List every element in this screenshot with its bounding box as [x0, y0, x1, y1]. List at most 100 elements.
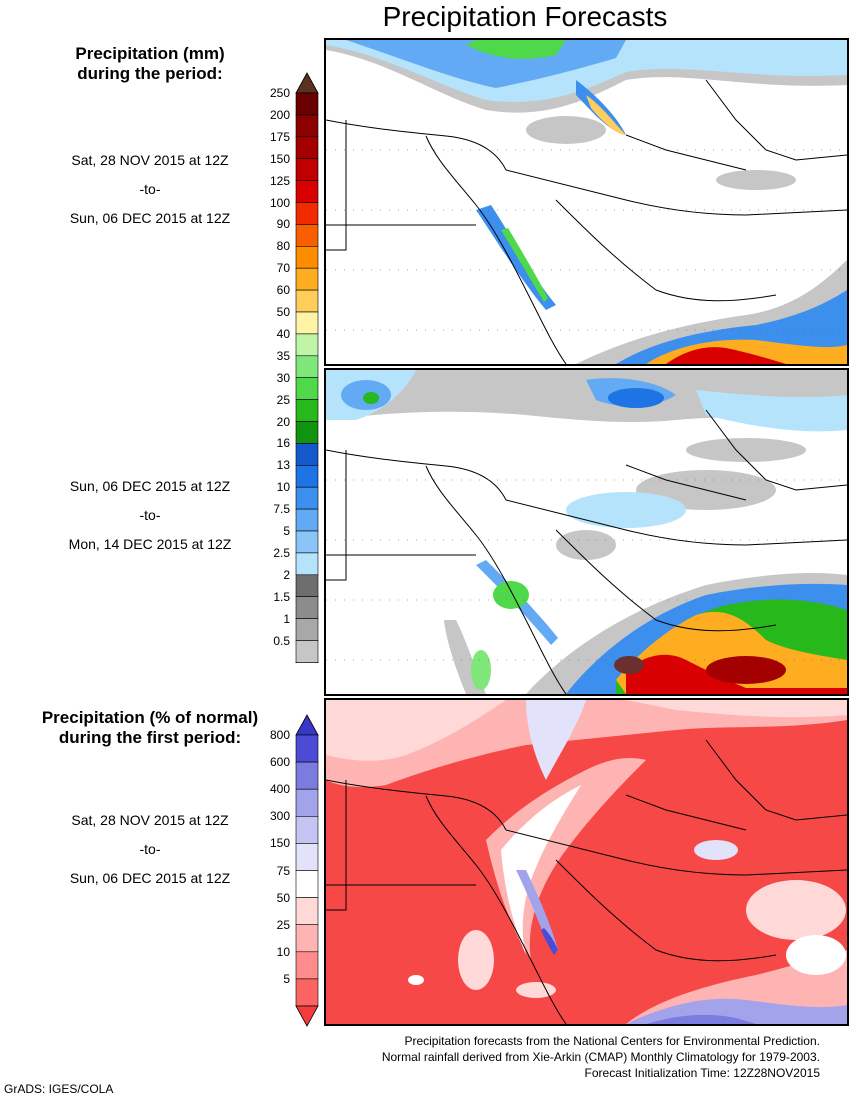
colorbar-swatch [295, 530, 319, 554]
colorbar-swatch [295, 486, 319, 510]
colorbar-tick-label: 75 [276, 863, 290, 878]
colorbar-tick-label: 1.5 [273, 589, 290, 604]
colorbar-swatch [295, 951, 319, 980]
colorbar-tick-label: 70 [276, 261, 290, 276]
colorbar-tick-label: 35 [276, 348, 290, 363]
colorbar-tick-label: 400 [269, 782, 290, 797]
period-start: Sat, 28 NOV 2015 at 12Z [71, 152, 229, 168]
heading-line-1: Precipitation (mm) [75, 44, 225, 63]
colorbar-swatch [295, 224, 319, 247]
colorbar-bottom-arrow [295, 662, 319, 664]
colorbar-tick-label: 100 [269, 195, 290, 210]
colorbar-top-arrow [295, 714, 319, 736]
footer-notes: Precipitation forecasts from the Nationa… [260, 1033, 820, 1081]
colorbar-tick-label: 80 [276, 239, 290, 254]
colorbar-tick-label: 150 [269, 151, 290, 166]
colorbar-swatch [295, 114, 319, 138]
colorbar-swatch [295, 377, 319, 400]
colorbar-swatch [295, 870, 319, 898]
period-end: Mon, 14 DEC 2015 at 12Z [68, 536, 232, 552]
precip-mm-colorbar: 250 200 175 150 125 100 90 80 70 60 50 40 35 30 25 20 16… [260, 72, 322, 672]
precip-pct-colorbar: 800 600 400 300 150 75 50 25 10 5 [260, 714, 322, 1027]
colorbar-swatch [295, 202, 319, 225]
colorbar-tick-label: 10 [276, 480, 290, 495]
colorbar-tick-label: 175 [269, 129, 290, 144]
colorbar-swatch [295, 92, 319, 116]
colorbar-swatch [295, 596, 319, 619]
colorbar-swatch [295, 843, 319, 871]
colorbar-tick-label: 60 [276, 283, 290, 298]
period-sep: -to- [139, 181, 161, 197]
colorbar-tick-label: 50 [276, 305, 290, 319]
colorbar-swatch [295, 311, 319, 335]
colorbar-swatch [295, 246, 319, 269]
period-sep: -to- [139, 507, 161, 523]
colorbar-tick-label: 5 [283, 971, 290, 986]
colorbar-tick-label: 5 [283, 524, 290, 538]
colorbar-svg [295, 714, 319, 1027]
colorbar-bottom-arrow [295, 1005, 319, 1027]
credit: GrADS: IGES/COLA [4, 1082, 114, 1096]
colorbar-tick-label: 2 [283, 567, 290, 582]
colorbar-swatch [295, 333, 319, 357]
period-2-label: Sun, 06 DEC 2015 at 12Z -to- Mon, 14 DEC… [30, 472, 270, 559]
colorbar-tick-label: 13 [276, 458, 290, 473]
colorbar-swatch [295, 443, 319, 466]
period-1-label: Sat, 28 NOV 2015 at 12Z -to- Sun, 06 DEC… [30, 146, 270, 233]
colorbar-tick-label: 800 [269, 728, 290, 742]
colorbar-swatch [295, 180, 319, 203]
colorbar-swatch [295, 816, 319, 844]
colorbar-tick-label: 25 [276, 392, 290, 407]
colorbar-swatch [295, 640, 319, 663]
colorbar-tick-label: 1 [283, 611, 290, 626]
precip-map-period-2 [324, 368, 849, 696]
colorbar-swatch [295, 464, 319, 488]
colorbar-tick-label: 150 [269, 836, 290, 851]
period-3-label: Sat, 28 NOV 2015 at 12Z -to- Sun, 06 DEC… [30, 806, 270, 893]
colorbar-tick-label: 30 [276, 370, 290, 385]
period-start: Sat, 28 NOV 2015 at 12Z [71, 812, 229, 828]
colorbar-swatch [295, 158, 319, 181]
colorbar-tick-label: 600 [269, 755, 290, 770]
period-end: Sun, 06 DEC 2015 at 12Z [69, 870, 231, 886]
colorbar-tick-label: 40 [276, 326, 290, 341]
colorbar-swatch [295, 552, 319, 576]
colorbar-tick-label: 7.5 [273, 502, 290, 517]
colorbar-tick-label: 16 [276, 436, 290, 451]
footer-line-1: Precipitation forecasts from the Nationa… [404, 1034, 820, 1048]
colorbar-tick-label: 300 [269, 809, 290, 824]
colorbar-tick-label: 125 [269, 173, 290, 188]
colorbar-swatch [295, 574, 319, 597]
colorbar-tick-label: 25 [276, 917, 290, 932]
precip-pct-heading: Precipitation (% of normal) during the f… [30, 708, 270, 748]
colorbar-swatch [295, 399, 319, 422]
colorbar-swatch [295, 289, 319, 313]
colorbar-tick-label: 2.5 [273, 545, 290, 560]
heading-line-2: during the period: [77, 64, 223, 83]
colorbar-swatch [295, 267, 319, 291]
colorbar-tick-label: 20 [276, 414, 290, 429]
colorbar-swatch [295, 897, 319, 926]
colorbar-swatch [295, 924, 319, 953]
colorbar-swatch [295, 136, 319, 160]
colorbar-swatch [295, 508, 319, 532]
period-sep: -to- [139, 841, 161, 857]
colorbar-swatch [295, 788, 319, 817]
colorbar-tick-label: 10 [276, 944, 290, 959]
colorbar-tick-label: 0.5 [273, 633, 290, 648]
heading-line-2: during the first period: [58, 728, 242, 747]
colorbar-swatch [295, 734, 319, 763]
colorbar-swatch [295, 618, 319, 641]
colorbar-swatch [295, 355, 319, 378]
precip-map-period-1 [324, 38, 849, 366]
colorbar-swatch [295, 421, 319, 444]
period-start: Sun, 06 DEC 2015 at 12Z [69, 478, 231, 494]
colorbar-top-arrow [295, 72, 319, 94]
page-title: Precipitation Forecasts [382, 1, 668, 32]
precip-pct-normal-map [324, 698, 849, 1026]
colorbar-swatch [295, 978, 319, 1007]
footer-line-2: Normal rainfall derived from Xie-Arkin (… [381, 1050, 820, 1064]
colorbar-svg [295, 72, 319, 664]
precip-mm-heading: Precipitation (mm) during the period: [30, 44, 270, 84]
colorbar-tick-label: 90 [276, 217, 290, 232]
